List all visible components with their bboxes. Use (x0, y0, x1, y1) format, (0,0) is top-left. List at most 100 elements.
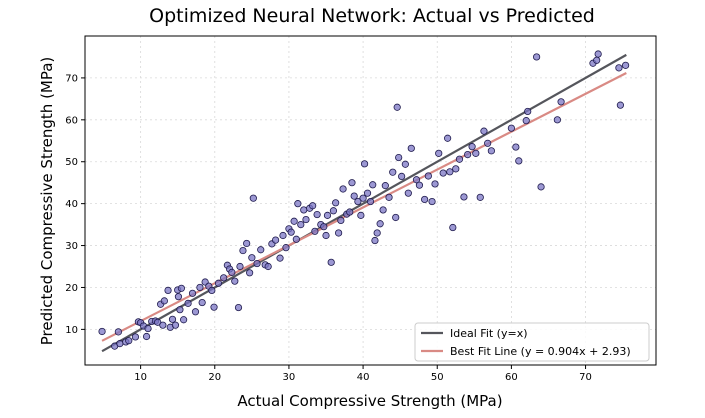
data-point (369, 181, 377, 189)
data-point (332, 199, 340, 207)
data-points (98, 50, 630, 350)
data-point (354, 197, 362, 206)
data-point (264, 262, 272, 271)
data-point (271, 236, 280, 244)
data-point (249, 194, 257, 202)
y-tick-label: 30 (65, 241, 78, 252)
data-point (444, 134, 452, 142)
legend-box (414, 322, 650, 362)
data-point (389, 168, 397, 176)
data-point (439, 169, 447, 177)
data-point (208, 286, 216, 294)
y-tick-label: 20 (65, 283, 78, 294)
x-tick-label: 20 (208, 372, 221, 383)
data-point (363, 189, 372, 197)
data-point (415, 181, 424, 189)
data-point (360, 160, 369, 168)
plot-frame (84, 35, 657, 366)
data-point (476, 193, 484, 201)
data-point (371, 236, 379, 245)
legend-fit-label: Best Fit Line (y = 0.904x + 2.93) (450, 345, 631, 358)
data-point (507, 124, 515, 132)
data-point (428, 197, 436, 206)
data-point (381, 182, 389, 190)
data-point (373, 229, 381, 237)
data-point (214, 279, 223, 287)
data-point (412, 176, 421, 184)
data-point (198, 298, 206, 307)
data-point (323, 211, 332, 219)
data-point (322, 231, 330, 240)
y-tick-label: 60 (65, 115, 78, 126)
data-point (248, 254, 256, 262)
data-point (297, 220, 305, 229)
data-point (464, 151, 472, 159)
data-point (180, 316, 188, 324)
data-point (176, 306, 184, 314)
y-tick-label: 70 (65, 73, 78, 84)
chart-title: Optimized Neural Network: Actual vs Pred… (149, 5, 595, 27)
data-point (593, 56, 601, 64)
data-point (480, 127, 488, 135)
data-point (188, 289, 197, 297)
data-point (553, 116, 561, 124)
data-point (131, 333, 140, 341)
y-tick-label: 50 (65, 157, 78, 168)
legend-ideal-label: Ideal Fit (y=x) (450, 327, 528, 340)
legend: Ideal Fit (y=x) Best Fit Line (y = 0.904… (414, 322, 650, 362)
data-point (220, 274, 228, 282)
data-point (348, 179, 356, 187)
data-point (533, 53, 541, 61)
data-point (385, 193, 393, 201)
data-point (287, 228, 295, 236)
data-point (512, 143, 520, 151)
data-point (279, 231, 287, 240)
data-point (196, 283, 204, 292)
data-point (557, 98, 565, 106)
data-point (320, 223, 328, 231)
data-point (346, 208, 354, 216)
data-point (329, 207, 338, 215)
data-point (184, 299, 192, 307)
data-point (537, 183, 545, 191)
data-point (174, 293, 183, 301)
data-point (125, 337, 133, 345)
data-point (257, 246, 265, 254)
data-point (313, 210, 321, 219)
y-tick-label: 40 (65, 199, 78, 210)
data-point (359, 194, 367, 202)
data-point (472, 149, 480, 157)
data-point (292, 235, 300, 243)
data-point (522, 117, 530, 125)
data-point (253, 259, 261, 268)
data-point (116, 340, 124, 348)
data-point (616, 101, 625, 109)
data-point (144, 324, 152, 333)
data-point (468, 143, 476, 151)
data-point (398, 172, 406, 181)
x-tick-label: 50 (431, 372, 444, 383)
x-tick-label: 40 (357, 372, 370, 383)
data-point (460, 193, 468, 201)
data-point (159, 321, 167, 329)
data-point (392, 213, 400, 222)
y-tick-label: 10 (65, 325, 78, 336)
data-point (421, 195, 429, 204)
data-point (594, 50, 602, 58)
x-axis-label: Actual Compressive Strength (MPa) (237, 392, 502, 410)
x-tick-label: 70 (579, 372, 592, 383)
data-point (435, 149, 443, 157)
data-point (302, 215, 310, 224)
data-point (276, 254, 284, 262)
data-point (337, 216, 345, 225)
data-point (290, 217, 298, 225)
data-point (484, 139, 492, 147)
data-point (446, 168, 454, 176)
data-point (239, 246, 247, 255)
data-point (114, 328, 122, 336)
data-point (449, 223, 457, 232)
data-point (515, 157, 523, 165)
data-point (191, 308, 200, 316)
